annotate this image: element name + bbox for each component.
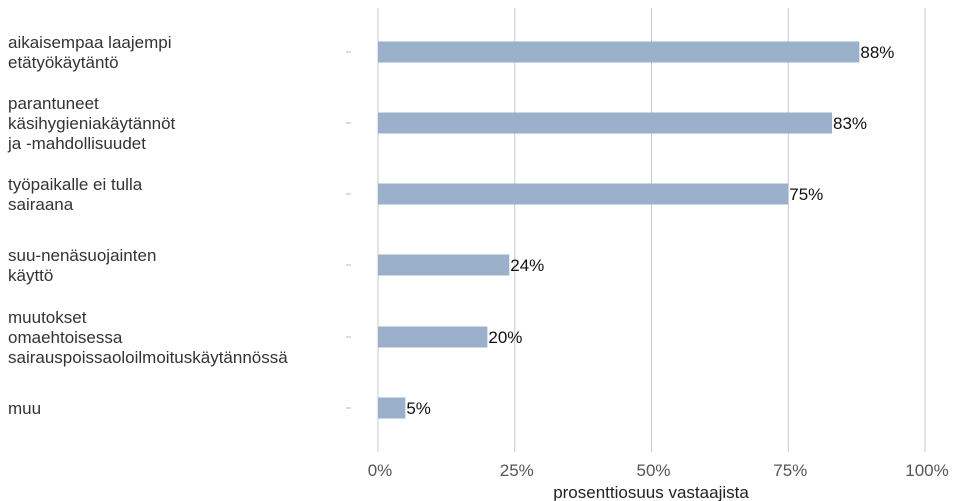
x-tick-label: 50% [636, 461, 670, 480]
x-axis-ticks: 0% 25% 50% 75% 100% [368, 461, 949, 480]
category-label: suu-nenäsuojainten käyttö [8, 246, 156, 285]
bar [378, 254, 510, 276]
x-axis-title: prosenttiosuus vastaajista [553, 483, 749, 501]
bar [378, 112, 833, 134]
x-tick-label: 25% [500, 461, 534, 480]
bar [378, 183, 789, 205]
data-label: 88% [860, 43, 894, 62]
x-tick-label: 0% [368, 461, 393, 480]
grid-lines [377, 8, 926, 452]
bar [378, 397, 406, 419]
x-tick-label: 75% [773, 461, 807, 480]
category-label: muu [8, 399, 41, 418]
bars: 88% 83% 75% 24% 20% 5% [378, 41, 894, 419]
bar [378, 41, 860, 63]
data-label: 75% [789, 185, 823, 204]
x-tick-label: 100% [905, 461, 948, 480]
category-label: aikaisempaa laajempi etätyökäytäntö [8, 33, 171, 72]
category-labels: aikaisempaa laajempi etätyökäytäntö parant… [7, 33, 351, 418]
category-label: muutokset omaehtoisessa sairauspoissaoloil… [8, 308, 288, 367]
data-label: 20% [488, 328, 522, 347]
category-label: työpaikalle ei tulla sairaana [8, 175, 143, 214]
data-label: 24% [510, 256, 544, 275]
bar [378, 326, 488, 348]
data-label: 83% [833, 114, 867, 133]
data-label: 5% [406, 399, 431, 418]
category-label: parantuneet käsihygieniakäytännöt ja -mahd… [7, 94, 176, 153]
